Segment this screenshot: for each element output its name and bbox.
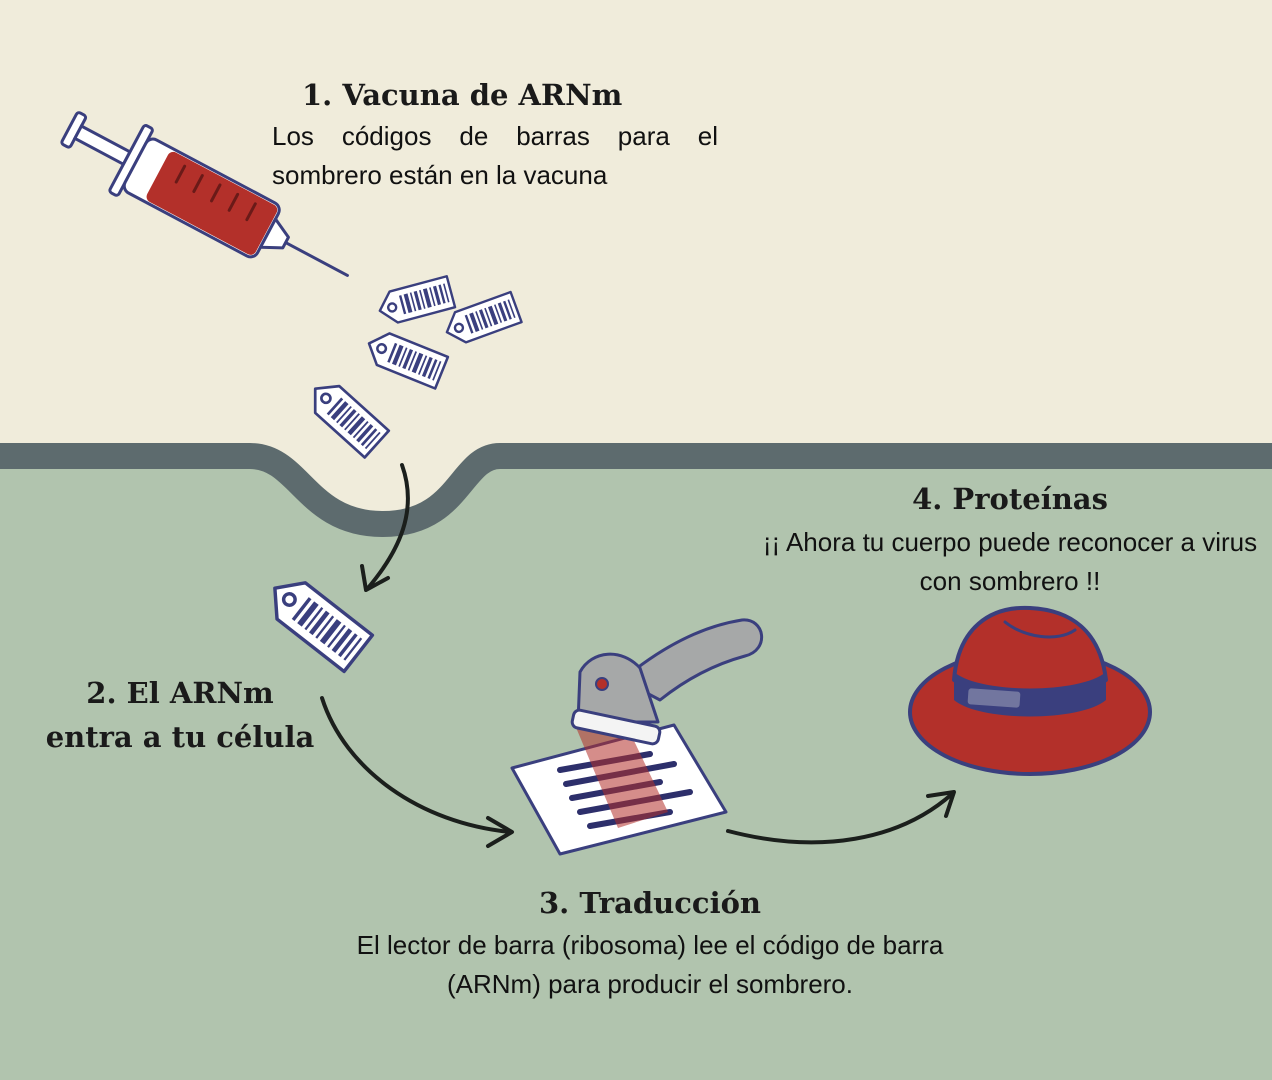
step-3-title: 3. Traducción — [538, 886, 762, 920]
arrowhead — [360, 564, 390, 592]
arrow-to-hat — [726, 792, 954, 845]
flow-arrows — [320, 463, 956, 848]
scanner-window — [570, 708, 662, 746]
arrow-to-scanner — [320, 696, 512, 834]
step-1-description: Los códigos de barras para el sombrero e… — [272, 121, 718, 190]
scanner-handle — [620, 618, 763, 702]
step-3-description: El lector de barra (ribosoma) lee el cód… — [356, 930, 944, 999]
step-1-title: 1. Vacuna de ARNm — [302, 78, 623, 112]
cell-membrane — [0, 443, 1272, 537]
barcode-scanner-icon — [510, 618, 763, 856]
arrowhead — [926, 790, 956, 818]
step-4-description: ¡¡ Ahora tu cuerpo puede reconocer a vir… — [762, 527, 1258, 596]
arrow-into-cell — [366, 463, 410, 590]
step-4-title: 4. Proteínas — [912, 482, 1108, 516]
scan-beam — [575, 722, 668, 828]
red-hat-icon — [908, 605, 1152, 776]
hat-band-highlight — [967, 688, 1021, 708]
syringe-icon — [60, 111, 349, 277]
hat-crown — [952, 605, 1108, 694]
barcode-tag-icon — [258, 568, 375, 674]
scanner-led — [595, 677, 609, 691]
step-2-title: 2. El ARNm entra a tu célula — [45, 676, 315, 754]
hat-crease — [1003, 620, 1077, 639]
scanner-head — [576, 652, 660, 724]
arrowhead — [486, 816, 514, 848]
